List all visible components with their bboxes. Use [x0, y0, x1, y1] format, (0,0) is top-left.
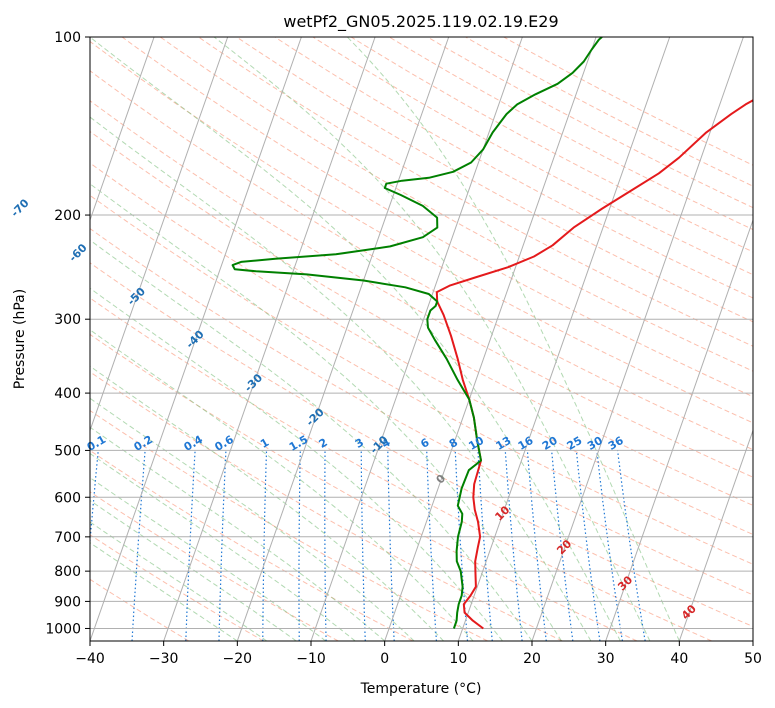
y-tick-label: 300: [54, 312, 81, 328]
x-tick-label: −40: [75, 651, 105, 667]
isotherm-gridline: [457, 37, 671, 641]
x-tick-label: −30: [149, 651, 179, 667]
dewpoint-line: [231, 37, 603, 629]
y-tick-label: 700: [54, 530, 81, 546]
dry-adiabat: [90, 333, 638, 641]
isotherm-gridline: [384, 37, 597, 641]
x-tick-label: 40: [670, 651, 688, 667]
dry-adiabat: [503, 37, 753, 166]
y-tick-label: 900: [54, 594, 81, 610]
moist-adiabat: [213, 37, 651, 641]
isotherm-gridline: [90, 37, 302, 641]
dry-adiabat: [236, 37, 753, 323]
y-tick-label: 1000: [45, 621, 81, 637]
plot-area: [90, 37, 753, 641]
y-tick-label: 400: [54, 386, 81, 402]
isotherm-gridline: [163, 37, 376, 641]
y-axis-ticks: 100 200 300 400 500 600 700 800 900 1000: [45, 30, 90, 637]
y-tick-label: 800: [54, 564, 81, 580]
profile-lines: [231, 37, 753, 630]
isotherm-gridline: [310, 37, 523, 641]
mixing-ratio-line: [596, 450, 623, 641]
x-tick-label: 30: [597, 651, 615, 667]
isotherm-gridline: [605, 218, 753, 641]
isotherm-gridline: [90, 37, 155, 222]
moist-adiabat: [90, 329, 474, 641]
moist-adiabat: [90, 287, 503, 641]
mixing-ratio-line: [526, 450, 547, 641]
moist-adiabat: [90, 542, 238, 641]
dry-adiabats: [90, 37, 753, 641]
dry-adiabat: [90, 194, 753, 565]
dry-adiabat: [388, 37, 753, 231]
moist-adiabat: [90, 116, 592, 641]
dry-adiabat: [198, 37, 753, 347]
mixing-ratio-line: [617, 450, 646, 641]
chart-title: wetPf2_GN05.2025.119.02.19.E29: [283, 12, 558, 32]
moist-adiabat: [90, 239, 533, 641]
moist-adiabat: [346, 37, 680, 641]
x-tick-label: −20: [223, 651, 253, 667]
y-tick-label: 200: [54, 208, 81, 224]
mixing-ratio-line: [575, 450, 601, 641]
dry-adiabat: [90, 40, 753, 424]
x-axis-title: Temperature (°C): [360, 681, 482, 697]
moist-adiabat: [90, 365, 444, 641]
plot-frame: [89, 36, 754, 642]
x-tick-label: 10: [449, 651, 467, 667]
dry-adiabat: [90, 262, 753, 628]
dry-adiabat: [90, 228, 753, 596]
mixing-ratio-lines: [90, 450, 646, 641]
mixing-ratio-line: [551, 450, 574, 641]
dry-adiabat: [350, 37, 753, 253]
moist-adiabat: [90, 37, 621, 641]
moist-adiabat: [90, 452, 356, 641]
isotherm-gridline: [236, 37, 450, 641]
y-tick-label: 500: [54, 443, 81, 459]
temperature-line: [435, 99, 753, 630]
y-tick-label: 600: [54, 490, 81, 506]
plot-background: [90, 37, 753, 641]
y-tick-label: 100: [54, 30, 81, 46]
x-axis-ticks: −40 −30 −20 −10 0 10 20 30 40 50: [75, 641, 762, 667]
x-tick-label: −10: [296, 651, 326, 667]
moist-adiabat: [90, 499, 297, 641]
moist-adiabat: [90, 426, 386, 641]
dry-adiabat: [90, 297, 712, 641]
isotherm-gridline: [678, 428, 753, 641]
dry-adiabat: [90, 162, 753, 535]
mixing-ratio-line: [504, 450, 523, 641]
grid-lines: [90, 37, 753, 641]
x-tick-label: 20: [523, 651, 541, 667]
x-tick-label: 0: [380, 651, 389, 667]
dry-adiabat: [121, 37, 753, 398]
moist-adiabat: [90, 521, 268, 641]
moist-adiabat: [90, 183, 562, 641]
isotherm-gridline: [531, 37, 744, 641]
x-tick-label: 50: [744, 651, 762, 667]
isotherm-gridline: [90, 37, 229, 432]
dry-adiabat: [90, 534, 264, 641]
dry-adiabat: [90, 491, 339, 641]
dry-adiabat: [90, 100, 753, 478]
y-axis-title: Pressure (hPa): [12, 289, 28, 389]
dry-adiabat: [160, 37, 753, 372]
dry-adiabat: [90, 70, 753, 451]
